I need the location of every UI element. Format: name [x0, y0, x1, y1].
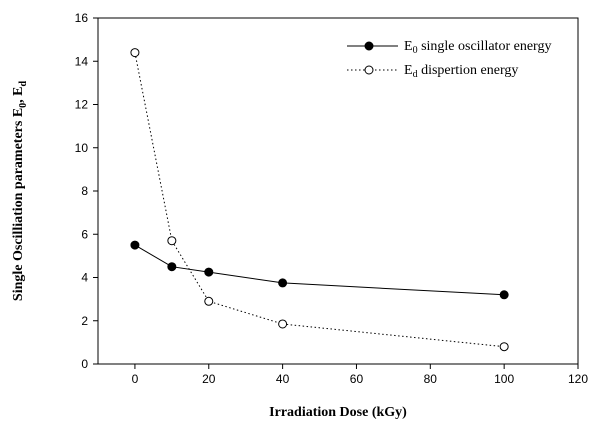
series-layer	[130, 48, 509, 352]
data-point-e0	[499, 290, 509, 300]
legend-label-e0-prefix: E	[404, 39, 413, 54]
data-point-ed	[278, 319, 288, 329]
x-tick-label: 20	[202, 372, 216, 386]
x-axis-ticks: 0 20 40 60 80 100 120	[132, 364, 588, 386]
x-tick-label: 0	[132, 372, 139, 386]
data-point-e0	[130, 240, 140, 250]
y-tick-label: 8	[81, 184, 88, 198]
legend-label-ed-sub: d	[413, 69, 418, 80]
legend: E0 single oscillator energy Ed dispertio…	[347, 39, 551, 80]
data-point-e0	[278, 278, 288, 288]
data-point-ed	[167, 236, 177, 246]
y-axis-ticks: 0 2 4 6 8 10 12 14 16	[75, 11, 98, 371]
data-point-ed	[130, 48, 140, 58]
y-tick-label: 12	[75, 98, 89, 112]
legend-label-ed-rest: dispertion energy	[418, 63, 519, 78]
x-tick-label: 40	[276, 372, 290, 386]
legend-label-ed: Ed dispertion energy	[404, 63, 518, 80]
y-tick-label: 2	[81, 314, 88, 328]
legend-label-ed-prefix: E	[404, 63, 413, 78]
legend-label-e0-sub: 0	[413, 45, 418, 56]
x-axis-title: Irradiation Dose (kGy)	[269, 405, 407, 420]
y-tick-label: 0	[81, 357, 88, 371]
y-axis-title-sub2: d	[18, 80, 29, 86]
legend-marker-ed	[364, 65, 374, 75]
x-tick-label: 80	[424, 372, 438, 386]
legend-label-e0: E0 single oscillator energy	[404, 39, 551, 56]
series-line-ed	[134, 52, 505, 348]
data-point-e0	[167, 262, 177, 272]
y-tick-label: 14	[75, 54, 89, 68]
y-axis-title-sub1: 0	[18, 103, 29, 108]
y-tick-label: 16	[75, 11, 89, 25]
y-axis-title-base: Single Oscilliation parameters E	[11, 108, 26, 301]
data-point-ed	[499, 342, 509, 352]
y-tick-label: 6	[81, 227, 88, 241]
x-tick-label: 100	[494, 372, 514, 386]
y-tick-label: 10	[75, 141, 89, 155]
legend-label-e0-rest: single oscillator energy	[418, 39, 552, 54]
data-point-e0	[204, 267, 214, 277]
y-tick-label: 4	[81, 271, 88, 285]
y-axis-title: Single Oscilliation parameters E0, Ed	[11, 80, 29, 301]
x-tick-label: 120	[568, 372, 588, 386]
y-axis-title-mid: , E	[11, 86, 26, 102]
series-line-e0	[134, 244, 505, 296]
x-tick-label: 60	[350, 372, 364, 386]
legend-marker-e0	[364, 41, 374, 51]
data-point-ed	[204, 296, 214, 306]
